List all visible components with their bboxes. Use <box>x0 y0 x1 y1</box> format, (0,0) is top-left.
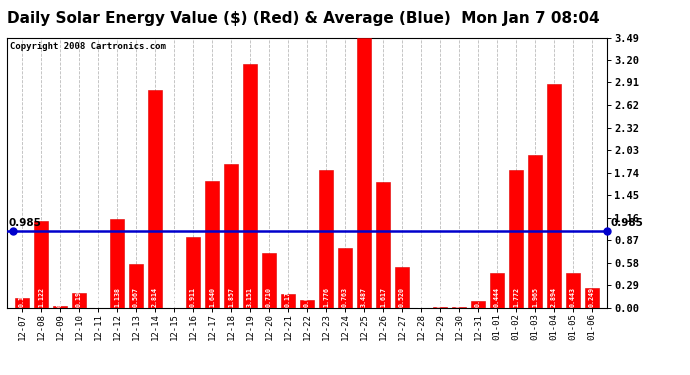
Bar <box>224 164 238 308</box>
Bar <box>243 64 257 308</box>
Text: 3.487: 3.487 <box>361 287 367 307</box>
Text: 2.894: 2.894 <box>551 287 557 307</box>
Text: 2.814: 2.814 <box>152 287 158 307</box>
Bar <box>319 170 333 308</box>
Text: Copyright 2008 Cartronics.com: Copyright 2008 Cartronics.com <box>10 42 166 51</box>
Bar <box>148 90 162 308</box>
Bar <box>186 237 200 308</box>
Bar <box>433 307 447 308</box>
Text: 0.078: 0.078 <box>475 287 481 307</box>
Bar <box>15 298 29 307</box>
Bar <box>110 219 124 308</box>
Text: 1.965: 1.965 <box>532 287 538 307</box>
Text: 0.000: 0.000 <box>95 287 101 307</box>
Text: 1.772: 1.772 <box>513 287 519 307</box>
Bar <box>395 267 409 308</box>
Bar <box>129 264 144 308</box>
Bar <box>281 294 295 307</box>
Bar <box>205 181 219 308</box>
Text: 0.000: 0.000 <box>171 287 177 307</box>
Text: 0.173: 0.173 <box>285 287 291 307</box>
Bar <box>300 300 314 307</box>
Text: 0.124: 0.124 <box>19 287 25 307</box>
Bar <box>547 84 561 308</box>
Bar <box>262 253 276 308</box>
Text: 0.911: 0.911 <box>190 287 196 307</box>
Text: 0.520: 0.520 <box>399 287 405 307</box>
Text: 0.099: 0.099 <box>304 287 310 307</box>
Text: 0.567: 0.567 <box>133 287 139 307</box>
Text: 0.710: 0.710 <box>266 287 272 307</box>
Bar <box>53 306 67 308</box>
Text: 0.023: 0.023 <box>57 287 63 307</box>
Text: 1.857: 1.857 <box>228 287 234 307</box>
Text: 1.138: 1.138 <box>114 287 120 307</box>
Text: 0.443: 0.443 <box>570 287 576 307</box>
Text: 0.763: 0.763 <box>342 287 348 307</box>
Text: 1.122: 1.122 <box>38 287 44 307</box>
Text: 1.640: 1.640 <box>209 287 215 307</box>
Text: 0.011: 0.011 <box>437 287 443 307</box>
Text: 0.985: 0.985 <box>610 218 643 228</box>
Text: 0.003: 0.003 <box>456 287 462 307</box>
Text: 1.617: 1.617 <box>380 287 386 307</box>
Bar <box>528 156 542 308</box>
Bar <box>566 273 580 308</box>
Text: 0.192: 0.192 <box>76 287 82 307</box>
Bar <box>585 288 599 308</box>
Text: 3.151: 3.151 <box>247 287 253 307</box>
Bar <box>72 292 86 308</box>
Bar <box>357 38 371 308</box>
Text: 0.249: 0.249 <box>589 287 595 307</box>
Text: 0.000: 0.000 <box>418 287 424 307</box>
Text: 0.985: 0.985 <box>9 218 41 228</box>
Bar <box>509 170 523 308</box>
Bar <box>490 273 504 308</box>
Text: Daily Solar Energy Value ($) (Red) & Average (Blue)  Mon Jan 7 08:04: Daily Solar Energy Value ($) (Red) & Ave… <box>8 11 600 26</box>
Text: 0.444: 0.444 <box>494 287 500 307</box>
Bar <box>471 302 485 307</box>
Bar <box>376 182 390 308</box>
Bar <box>34 221 48 308</box>
Bar <box>338 249 352 308</box>
Text: 1.776: 1.776 <box>323 287 329 307</box>
